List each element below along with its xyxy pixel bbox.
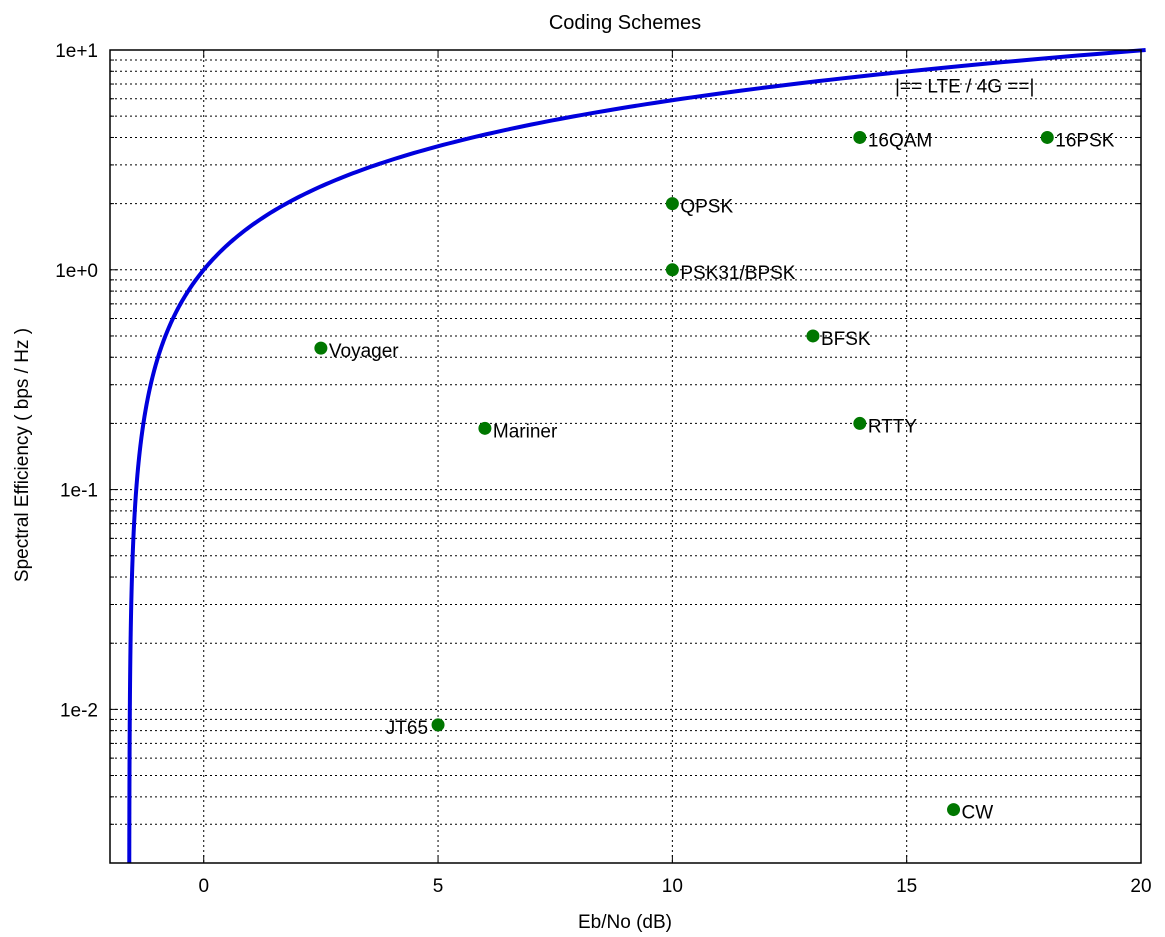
y-tick-label: 1e+1 (55, 41, 98, 62)
y-tick-label: 1e-2 (60, 700, 98, 721)
shannon-curve (127, 48, 1146, 864)
y-tick-label: 1e-1 (60, 481, 98, 502)
point-label: JT65 (386, 718, 428, 739)
point-label: BFSK (821, 329, 871, 350)
data-point (478, 421, 492, 435)
point-label: QPSK (680, 197, 733, 218)
x-tick-label: 0 (198, 876, 209, 897)
data-point (665, 197, 679, 211)
data-points: Voyager Mariner JT65 PSK31/BPSK QPSK BFSK RTTY… (314, 130, 1115, 824)
data-point (853, 416, 867, 430)
y-tick-label: 1e+0 (55, 261, 98, 282)
point-label: Mariner (493, 421, 558, 442)
data-point (314, 341, 328, 355)
point-label: 16QAM (868, 130, 932, 151)
data-point (947, 803, 961, 817)
data-point (431, 718, 445, 732)
x-tick-label: 10 (662, 876, 683, 897)
data-point (806, 329, 820, 343)
data-point (1040, 130, 1054, 144)
y-axis-label: Spectral Efficiency ( bps / Hz ) (12, 328, 33, 582)
plot-frame (109, 49, 1142, 864)
x-axis-label: Eb/No (dB) (578, 912, 672, 933)
x-tick-label: 15 (896, 876, 917, 897)
chart-title: Coding Schemes (549, 12, 701, 34)
data-point (853, 130, 867, 144)
point-label: CW (962, 803, 994, 824)
point-label: Voyager (329, 341, 399, 362)
x-tick-label: 20 (1130, 876, 1151, 897)
grid (110, 50, 1141, 863)
point-label: 16PSK (1055, 130, 1114, 151)
data-point (665, 263, 679, 277)
ticks: 0 5 10 15 20 1e-2 1e-1 1e+0 1e+1 (55, 41, 1151, 897)
point-label: PSK31/BPSK (680, 263, 795, 284)
x-tick-label: 5 (433, 876, 444, 897)
point-label: RTTY (868, 416, 918, 437)
lte-annotation: |== LTE / 4G ==| (895, 77, 1034, 98)
